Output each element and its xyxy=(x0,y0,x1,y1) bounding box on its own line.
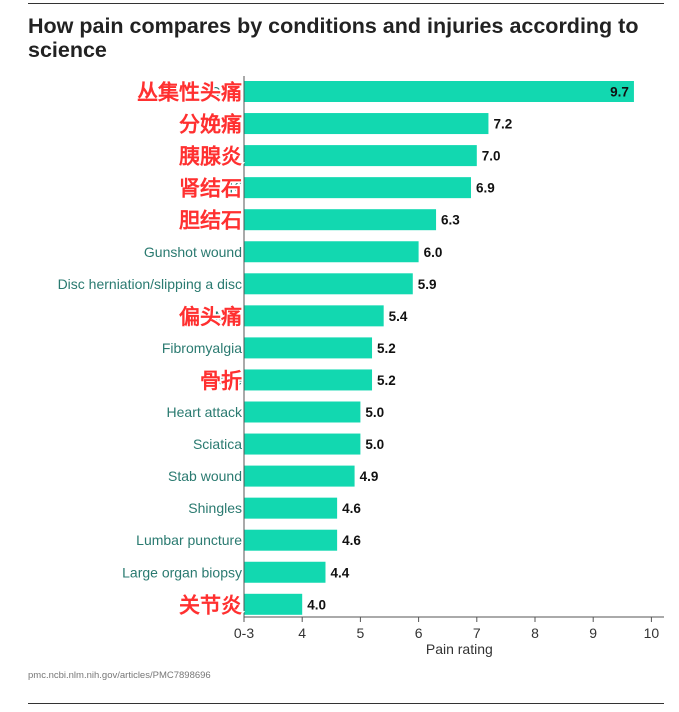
bar xyxy=(244,241,419,263)
value-label: 5.4 xyxy=(389,309,408,324)
value-label: 7.2 xyxy=(493,117,512,132)
bar xyxy=(244,401,361,423)
x-tick-label: 7 xyxy=(473,625,481,641)
x-tick-label: 9 xyxy=(589,625,597,641)
annotation-label: 偏头痛 xyxy=(179,305,242,329)
bar xyxy=(244,593,303,615)
value-label: 6.3 xyxy=(441,213,460,228)
x-axis-group: 0-3 4 5 6 7 8 9 10 Pain rating xyxy=(234,76,664,657)
category-label: Large organ biopsy xyxy=(122,564,242,580)
category-label: Migr xyxy=(215,308,243,324)
bar xyxy=(244,145,477,167)
bar xyxy=(244,561,326,583)
x-tick-label: 10 xyxy=(644,625,660,641)
annotation-label: 骨折 xyxy=(200,370,242,393)
annotation-label: 关节炎 xyxy=(179,593,242,617)
x-tick-label: 4 xyxy=(298,625,306,641)
category-labels-group: Clust Ki Gunshot wound Disc herniation/slip… xyxy=(58,84,243,581)
bar xyxy=(244,497,338,519)
bar xyxy=(244,529,338,551)
value-label: 5.2 xyxy=(377,341,396,356)
category-label: Bone xyxy=(209,372,242,388)
value-label: 6.0 xyxy=(424,245,443,260)
category-label: Clust xyxy=(210,84,242,100)
value-label: 4.0 xyxy=(307,597,326,612)
annotation-label: 分娩痛 xyxy=(179,113,242,137)
x-tick-label: 6 xyxy=(415,625,423,641)
bar xyxy=(244,305,384,327)
value-label: 5.0 xyxy=(365,405,384,420)
annotation-label: 丛集性头痛 xyxy=(137,81,242,105)
category-label: Fibromyalgia xyxy=(162,340,242,356)
value-label: 7.0 xyxy=(482,149,501,164)
value-label: 5.0 xyxy=(365,437,384,452)
bar xyxy=(244,273,413,295)
annotation-label: 肾结石 xyxy=(179,178,242,201)
category-label: Sciatica xyxy=(193,436,242,452)
value-label: 9.7 xyxy=(610,85,629,100)
bottom-rule xyxy=(28,703,664,704)
value-label: 4.6 xyxy=(342,533,361,548)
value-labels-group: 9.7 7.2 7.0 6.9 6.3 6.0 5.9 5.4 5.2 5.2 5.0 5.0 4.9 4… xyxy=(307,85,629,613)
value-label: 4.9 xyxy=(360,469,379,484)
value-label: 6.9 xyxy=(476,181,495,196)
bar xyxy=(244,465,355,487)
x-axis-title: Pain rating xyxy=(426,641,493,657)
category-label: Stab wound xyxy=(168,468,242,484)
x-tick-label: 8 xyxy=(531,625,539,641)
bar xyxy=(244,337,373,359)
top-rule xyxy=(28,3,664,4)
x-tick-label: 5 xyxy=(357,625,365,641)
bar xyxy=(244,81,634,102)
annotation-label: 胰腺炎 xyxy=(179,145,242,169)
source-link[interactable]: pmc.ncbi.nlm.nih.gov/articles/PMC7898696 xyxy=(28,670,211,681)
chart-title: How pain compares by conditions and inju… xyxy=(28,14,639,62)
bar xyxy=(244,113,489,135)
annotation-label: 胆结石 xyxy=(179,210,242,233)
category-label: Disc herniation/slipping a disc xyxy=(58,276,242,292)
category-label: Lumbar puncture xyxy=(136,532,242,548)
category-label: Shingles xyxy=(188,500,242,516)
bars-group xyxy=(244,81,634,615)
bar xyxy=(244,209,437,231)
value-label: 4.6 xyxy=(342,501,361,516)
x-tick-label: 0-3 xyxy=(234,625,254,641)
category-label: Ki xyxy=(230,180,242,196)
bar xyxy=(244,177,471,199)
bar xyxy=(244,369,373,391)
value-label: 4.4 xyxy=(330,565,349,580)
category-label: Gunshot wound xyxy=(144,244,242,260)
bar xyxy=(244,433,361,455)
value-label: 5.9 xyxy=(418,277,437,292)
value-label: 5.2 xyxy=(377,373,396,388)
category-label: Heart attack xyxy=(167,404,243,420)
